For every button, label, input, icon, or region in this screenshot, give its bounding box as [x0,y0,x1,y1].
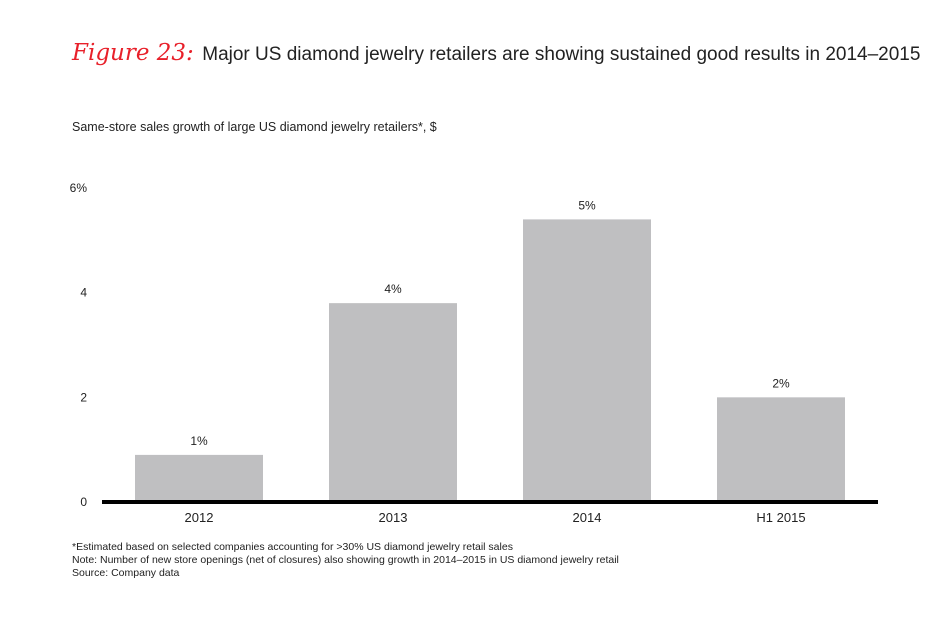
figure-header: Figure 23: Major US diamond jewelry reta… [72,40,920,66]
footnote-note: Note: Number of new store openings (net … [72,554,619,566]
bar [329,303,457,502]
figure-label: Figure 23: [72,40,194,66]
bar-data-label: 1% [190,434,208,448]
y-tick-label: 4 [80,286,87,300]
y-axis-ticks: 0 2 4 6% [70,181,88,509]
data-labels-group: 1% 4% 5% 2% [190,198,790,448]
figure-title: Major US diamond jewelry retailers are s… [202,44,921,65]
y-tick-label: 2 [80,390,87,404]
bar [717,397,845,502]
bars-group [135,219,845,502]
bar-data-label: 4% [384,282,402,296]
chart-subtitle: Same-store sales growth of large US diam… [72,120,437,134]
y-tick-label: 6% [70,181,88,195]
footnote-estimate: *Estimated based on selected companies a… [72,541,513,553]
x-axis-labels: 2012 2013 2014 H1 2015 [185,510,806,525]
footnotes: *Estimated based on selected companies a… [72,541,619,580]
x-category-label: 2014 [573,510,602,525]
y-tick-label: 0 [80,495,87,509]
bar-data-label: 5% [578,198,596,212]
x-category-label: 2012 [185,510,214,525]
x-category-label: H1 2015 [756,510,805,525]
bar-data-label: 2% [772,376,790,390]
footnote-source: Source: Company data [72,567,180,579]
bar [135,454,263,502]
bar [523,219,651,502]
x-category-label: 2013 [379,510,408,525]
